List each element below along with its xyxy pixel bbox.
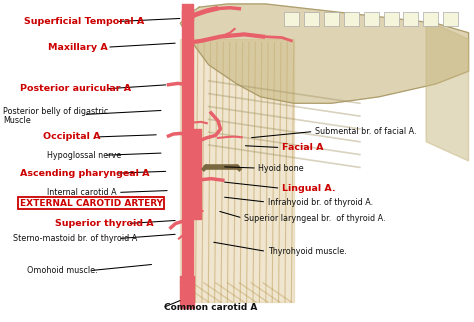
Bar — [423, 12, 438, 26]
Text: Posterior belly of digastric: Posterior belly of digastric — [3, 107, 109, 116]
Text: Ascending pharyngeal A: Ascending pharyngeal A — [19, 169, 149, 178]
Text: Muscle: Muscle — [3, 117, 31, 126]
Text: Posterior auricular A: Posterior auricular A — [19, 84, 131, 93]
Text: Superficial Temporal A: Superficial Temporal A — [24, 17, 145, 26]
Text: Lingual A.: Lingual A. — [282, 184, 336, 193]
Text: Sterno-mastoid br. of thyroid A: Sterno-mastoid br. of thyroid A — [12, 234, 137, 243]
Bar — [304, 12, 319, 26]
Text: Omohoid muscle.: Omohoid muscle. — [27, 266, 97, 275]
Text: Occipital A: Occipital A — [43, 132, 101, 141]
Text: Facial A: Facial A — [282, 143, 323, 152]
Bar — [344, 12, 359, 26]
Polygon shape — [180, 39, 294, 302]
Bar — [324, 12, 339, 26]
Text: EXTERNAL CAROTID ARTERY: EXTERNAL CAROTID ARTERY — [19, 199, 163, 208]
Text: Superior thyroid A: Superior thyroid A — [55, 219, 154, 228]
Bar — [403, 12, 419, 26]
Bar — [364, 12, 379, 26]
Bar — [182, 10, 192, 308]
Polygon shape — [426, 20, 469, 161]
Bar — [383, 12, 399, 26]
Bar — [443, 12, 458, 26]
Text: Submental br. of facial A.: Submental br. of facial A. — [315, 127, 417, 136]
Text: Hyoid bone: Hyoid bone — [258, 164, 304, 173]
Polygon shape — [180, 4, 469, 103]
Text: Hypoglossal nerve: Hypoglossal nerve — [47, 151, 121, 160]
Bar — [284, 12, 300, 26]
Bar — [192, 129, 201, 219]
Text: Common carotid A: Common carotid A — [164, 303, 257, 312]
Text: Infrahyoid br. of thyroid A.: Infrahyoid br. of thyroid A. — [268, 197, 373, 206]
Text: Thyrohyoid muscle.: Thyrohyoid muscle. — [268, 247, 346, 256]
Text: Superior laryngeal br.  of thyroid A.: Superior laryngeal br. of thyroid A. — [244, 213, 385, 223]
Text: Internal carotid A: Internal carotid A — [47, 188, 117, 197]
Text: Maxillary A: Maxillary A — [48, 43, 108, 52]
